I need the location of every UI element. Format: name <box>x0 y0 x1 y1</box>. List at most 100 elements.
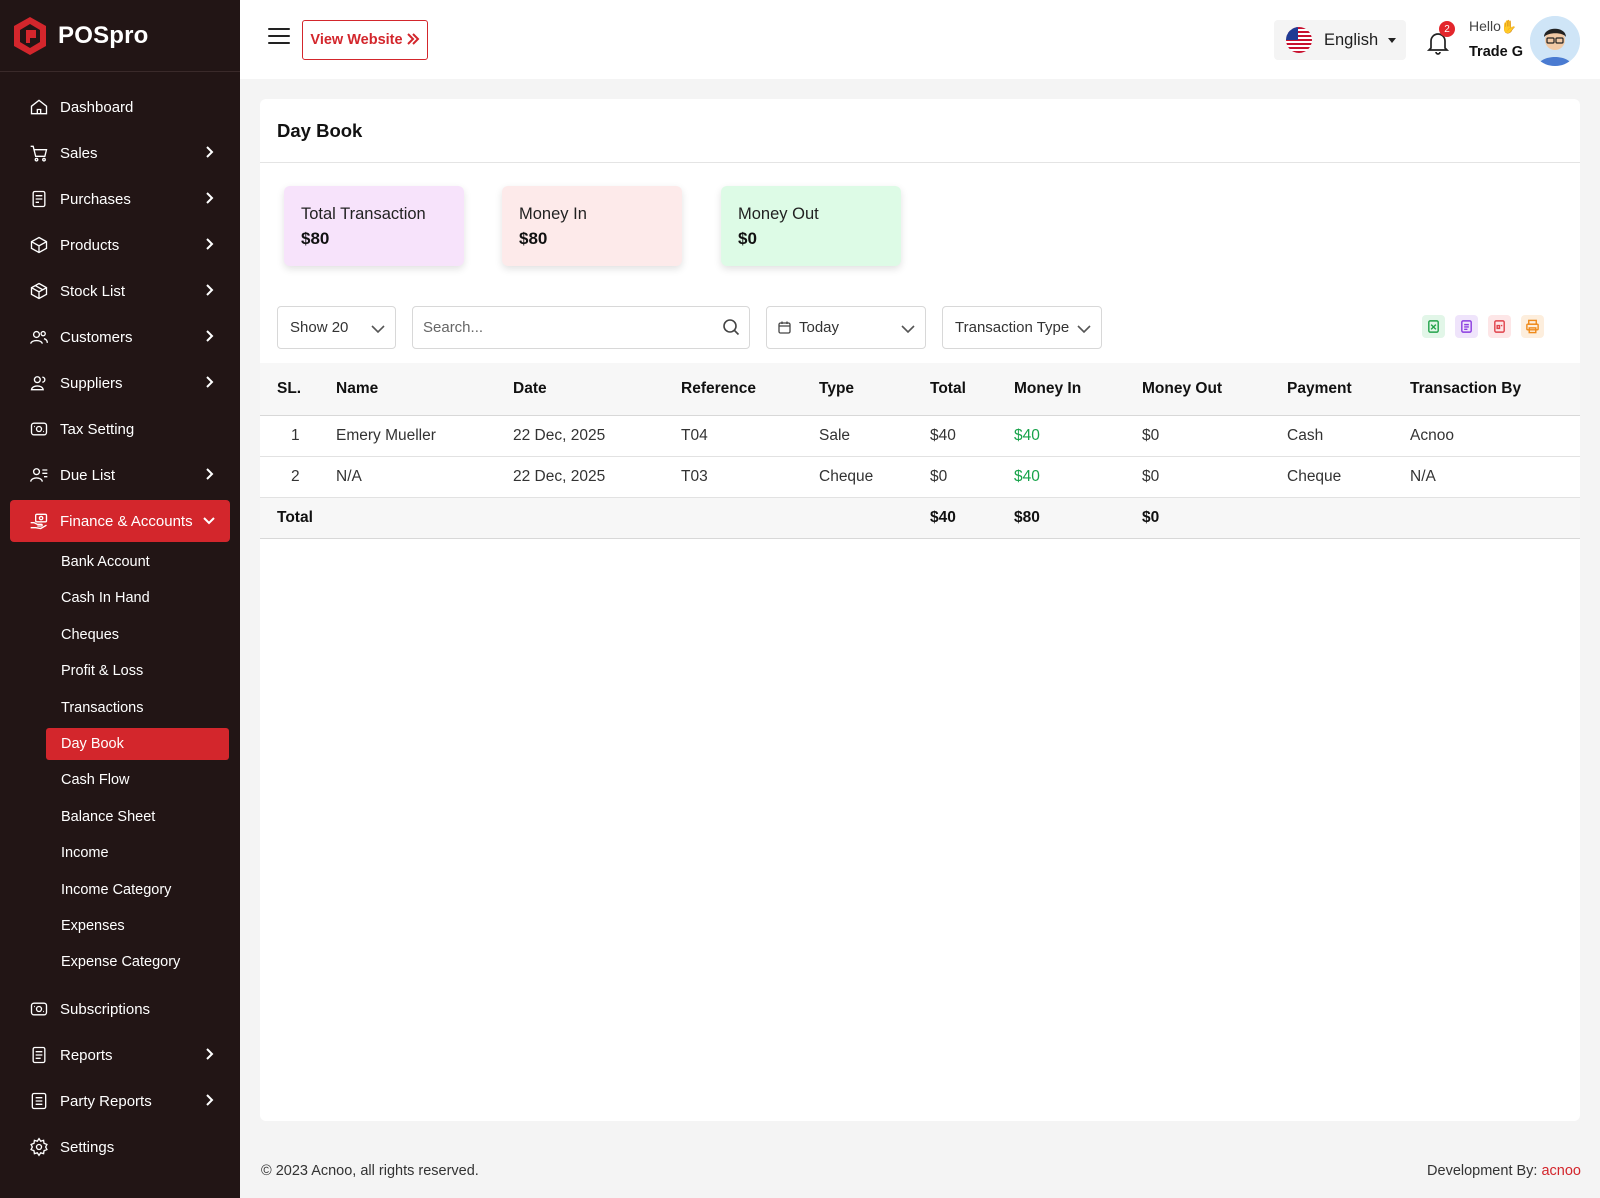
cart-icon <box>28 142 50 164</box>
wave-hand-icon: ✋ <box>1500 19 1518 34</box>
chevron-right-icon <box>202 283 216 297</box>
sidebar-item-due-list[interactable]: Due List <box>10 454 230 496</box>
sidebar-item-label: Party Reports <box>60 1092 152 1110</box>
chevron-right-icon <box>202 191 216 205</box>
sidebar-item-products[interactable]: Products <box>10 224 230 266</box>
sidebar-subitem-label: Cheques <box>61 626 120 643</box>
table-row[interactable]: 2 N/A 22 Dec, 2025 T03 Cheque $0 $40 $0 Cheque N/… <box>260 457 1580 498</box>
sidebar-subitem-expenses[interactable]: Expenses <box>46 910 229 942</box>
stat-card-total-transaction: Total Transaction $80 <box>284 186 464 266</box>
user-avatar[interactable] <box>1530 16 1580 66</box>
calendar-icon <box>778 321 791 334</box>
table-header-col-total[interactable]: Total <box>930 380 966 397</box>
sidebar-subitem-cash-in-hand[interactable]: Cash In Hand <box>46 582 229 614</box>
sidebar-item-subscriptions[interactable]: Subscriptions <box>10 988 230 1030</box>
table-header-col-reference[interactable]: Reference <box>681 380 756 397</box>
sidebar-item-sales[interactable]: Sales <box>10 132 230 174</box>
sidebar-item-suppliers[interactable]: Suppliers <box>10 362 230 404</box>
topbar: View Website English 2 Hello✋ Trade G <box>240 0 1600 79</box>
view-website-button[interactable]: View Website <box>302 20 428 60</box>
menu-toggle-icon[interactable] <box>268 28 290 46</box>
users-icon <box>28 326 50 348</box>
sidebar-item-settings[interactable]: Settings <box>10 1126 230 1168</box>
box-icon <box>28 234 50 256</box>
total-label: Total <box>277 509 313 526</box>
sidebar-item-stock-list[interactable]: Stock List <box>10 270 230 312</box>
table-cell-col-total: $40 <box>930 427 956 444</box>
stat-card-money-out: Money Out $0 <box>721 186 901 266</box>
tax-icon <box>28 418 50 440</box>
sidebar-item-party-reports[interactable]: Party Reports <box>10 1080 230 1122</box>
sidebar-subitem-expense-category[interactable]: Expense Category <box>46 946 229 978</box>
double-chevron-right-icon <box>406 32 420 48</box>
sidebar-subitem-balance-sheet[interactable]: Balance Sheet <box>46 801 229 833</box>
table-cell-col-total: $0 <box>930 468 948 485</box>
transaction-type-select[interactable]: Transaction Type <box>942 306 1102 349</box>
table-cell-col-money-in: $40 <box>1014 468 1040 485</box>
chevron-right-icon <box>202 145 216 159</box>
csv-export-icon[interactable] <box>1455 315 1478 338</box>
table-header-col-name[interactable]: Name <box>336 380 379 397</box>
print-icon[interactable] <box>1521 315 1544 338</box>
sidebar-subitem-label: Income <box>61 845 109 862</box>
sidebar-subitem-day-book[interactable]: Day Book <box>46 728 229 760</box>
sidebar-subitem-label: Profit & Loss <box>61 663 144 680</box>
table-cell-col-name: Emery Mueller <box>336 427 436 444</box>
footer-dev-label: Development By: <box>1427 1163 1538 1179</box>
sidebar-subitem-bank-account[interactable]: Bank Account <box>46 546 229 578</box>
table-header-col-type[interactable]: Type <box>819 380 855 397</box>
brand[interactable]: POSpro <box>0 0 240 72</box>
stat-value: $80 <box>519 229 548 248</box>
chevron-right-icon <box>202 467 216 481</box>
sidebar-item-reports[interactable]: Reports <box>10 1034 230 1076</box>
language-label: English <box>1324 30 1379 49</box>
date-filter-select[interactable]: Today <box>766 306 926 349</box>
sidebar-subitem-profit-loss[interactable]: Profit & Loss <box>46 655 229 687</box>
sidebar-subitem-cash-flow[interactable]: Cash Flow <box>46 764 229 796</box>
sidebar-subitem-label: Balance Sheet <box>61 808 156 825</box>
chevron-right-icon <box>202 1093 216 1107</box>
sidebar-subitem-transactions[interactable]: Transactions <box>46 692 229 724</box>
table-header-col-money-out[interactable]: Money Out <box>1142 380 1223 397</box>
table-header-col-money-in[interactable]: Money In <box>1014 380 1082 397</box>
footer-dev-link[interactable]: acnoo <box>1541 1163 1581 1179</box>
footer-copyright: © 2023 Acnoo, all rights reserved. <box>261 1163 479 1179</box>
stat-label: Total Transaction <box>301 205 426 223</box>
sidebar-subitem-label: Transactions <box>61 699 144 716</box>
table-cell-col-money-out: $0 <box>1142 427 1160 444</box>
sidebar-item-customers[interactable]: Customers <box>10 316 230 358</box>
sidebar-item-purchases[interactable]: Purchases <box>10 178 230 220</box>
table-header-col-payment[interactable]: Payment <box>1287 380 1352 397</box>
sidebar-subitem-income-category[interactable]: Income Category <box>46 874 229 906</box>
chevron-down-icon <box>202 513 216 527</box>
search-box <box>412 306 750 349</box>
sidebar-item-label: Customers <box>60 328 133 346</box>
chevron-down-icon <box>1077 321 1091 334</box>
sidebar-item-finance-accounts[interactable]: Finance & Accounts <box>10 500 230 542</box>
table-header-col-sl[interactable]: SL. <box>277 380 302 397</box>
table-cell-col-type: Sale <box>819 427 851 444</box>
gear-icon <box>28 1136 50 1158</box>
sidebar-item-label: Settings <box>60 1138 115 1156</box>
sidebar-item-tax-setting[interactable]: Tax Setting <box>10 408 230 450</box>
search-icon[interactable] <box>722 318 740 340</box>
language-selector[interactable]: English <box>1274 20 1406 60</box>
sidebar-subitem-cheques[interactable]: Cheques <box>46 619 229 651</box>
user-list-icon <box>28 464 50 486</box>
table-cell-col-sl: 2 <box>291 468 300 485</box>
sidebar-item-dashboard[interactable]: Dashboard <box>10 86 230 128</box>
excel-export-icon[interactable] <box>1422 315 1445 338</box>
sidebar-subitem-label: Cash In Hand <box>61 590 150 607</box>
table-header-col-date[interactable]: Date <box>513 380 547 397</box>
sidebar-subitem-income[interactable]: Income <box>46 837 229 869</box>
pdf-export-icon[interactable] <box>1488 315 1511 338</box>
table-header-col-transaction-by[interactable]: Transaction By <box>1410 380 1522 397</box>
table-cell-col-payment: Cheque <box>1287 468 1342 485</box>
table-row[interactable]: 1 Emery Mueller 22 Dec, 2025 T04 Sale $40 $40 $… <box>260 416 1580 457</box>
show-entries-select[interactable]: Show 20 <box>277 306 396 349</box>
subscription-icon <box>28 998 50 1020</box>
sidebar-item-label: Purchases <box>60 190 131 208</box>
home-icon <box>28 96 50 118</box>
table-cell-col-money-out: $0 <box>1142 468 1160 485</box>
search-input[interactable] <box>413 319 693 336</box>
